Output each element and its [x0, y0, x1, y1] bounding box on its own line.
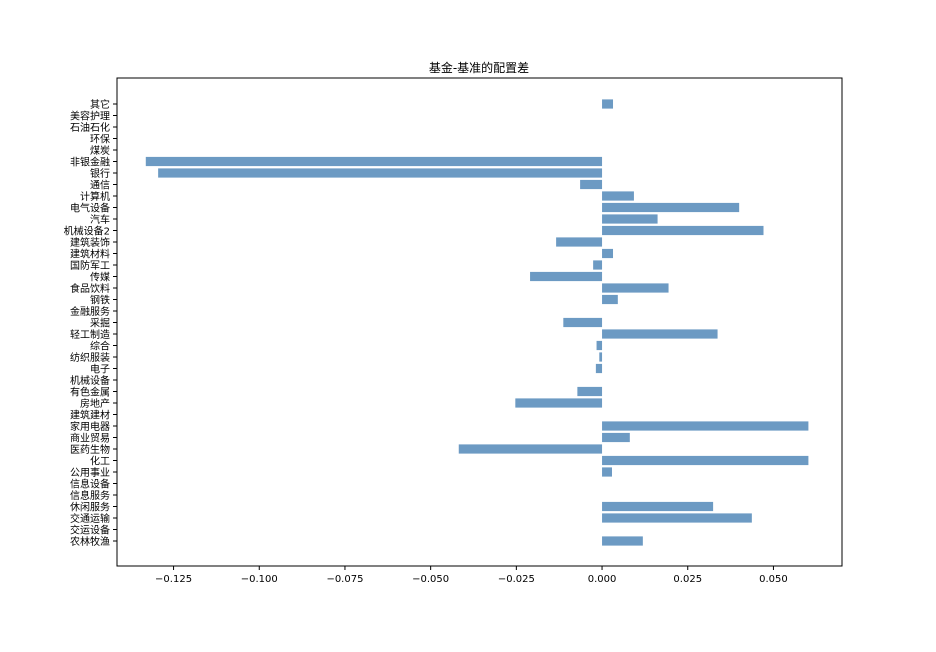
y-tick-label: 银行 — [90, 167, 110, 180]
y-tick-label: 石油石化 — [70, 121, 110, 134]
bar-9 — [602, 432, 630, 443]
x-tick-label: −0.075 — [326, 574, 363, 585]
bar-0 — [602, 536, 643, 546]
bar-23 — [530, 271, 603, 282]
y-tick-label: 商业贸易 — [70, 432, 110, 445]
bar-13 — [577, 386, 603, 397]
y-tick-label: 汽车 — [90, 213, 110, 226]
bar-24 — [593, 260, 603, 270]
bar-6 — [602, 467, 612, 477]
y-tick-label: 国防军工 — [70, 259, 110, 272]
x-tick-label: −0.025 — [498, 574, 535, 585]
y-tick-label: 传媒 — [90, 272, 110, 284]
y-tick-label: 轻工制造 — [70, 328, 110, 341]
bar-38 — [602, 99, 614, 109]
bar-22 — [602, 283, 669, 293]
y-tick-label: 电子 — [90, 363, 110, 376]
y-tick-label: 钢铁 — [90, 294, 110, 307]
y-tick-label: 美容护理 — [70, 110, 110, 123]
y-tick-label: 休闲服务 — [70, 501, 110, 514]
y-tick-label: 建筑建材 — [70, 409, 110, 422]
bar-30 — [602, 191, 634, 201]
y-tick-label: 化工 — [90, 455, 110, 468]
y-tick-label: 计算机 — [80, 190, 110, 203]
bar-18 — [602, 329, 718, 339]
bar-19 — [563, 317, 603, 328]
bar-27 — [602, 225, 764, 236]
bar-8 — [458, 444, 603, 454]
bar-17 — [596, 340, 603, 351]
y-tick-label: 有色金属 — [70, 386, 110, 399]
y-tick-label: 食品饮料 — [70, 282, 110, 295]
bar-28 — [602, 214, 658, 224]
x-tick-label: −0.050 — [412, 574, 449, 585]
bars-layer — [145, 99, 809, 546]
y-tick-label: 医药生物 — [70, 443, 110, 456]
y-tick-label: 信息服务 — [70, 489, 110, 502]
y-tick-label: 电气设备 — [70, 202, 110, 215]
y-tick-label: 纺织服装 — [70, 351, 110, 364]
y-tick-label: 非银金融 — [70, 156, 110, 169]
bar-26 — [556, 237, 603, 247]
bar-33 — [145, 156, 603, 167]
plot-frame — [116, 77, 843, 567]
y-tick-label: 通信 — [90, 180, 110, 192]
x-axis: −0.125 −0.100 −0.075 −0.050 −0.025 0.000 0.025… — [155, 566, 788, 585]
y-tick-label: 采掘 — [90, 317, 110, 330]
y-tick-label: 建筑材料 — [70, 248, 110, 261]
x-tick-label: −0.125 — [155, 574, 192, 585]
y-tick-label: 机械设备2 — [64, 225, 110, 238]
y-axis: 农林牧渔交运设备交通运输休闲服务信息服务信息设备公用事业化工医药生物商业贸易家用… — [64, 98, 117, 548]
x-tick-label: 0.000 — [588, 574, 617, 585]
bar-7 — [602, 455, 809, 466]
y-tick-label: 环保 — [90, 133, 110, 146]
bar-2 — [602, 513, 752, 523]
y-tick-label: 综合 — [90, 340, 110, 353]
bar-29 — [602, 202, 740, 213]
y-tick-label: 机械设备 — [70, 374, 110, 387]
chart-title: 基金-基准的配置差 — [429, 60, 529, 75]
bar-10 — [602, 421, 809, 431]
y-tick-label: 金融服务 — [70, 305, 110, 318]
bar-32 — [158, 168, 603, 178]
bar-12 — [515, 398, 603, 408]
x-tick-label: −0.100 — [241, 574, 278, 585]
y-tick-label: 家用电器 — [70, 420, 110, 433]
y-tick-label: 建筑装饰 — [70, 236, 110, 249]
bar-3 — [602, 501, 714, 512]
y-tick-label: 其它 — [90, 98, 110, 111]
bar-21 — [602, 294, 618, 305]
bar-16 — [599, 352, 603, 362]
bar-25 — [602, 248, 614, 259]
bar-15 — [595, 363, 603, 374]
y-tick-label: 交运设备 — [70, 524, 110, 537]
y-tick-label: 煤炭 — [90, 144, 110, 157]
x-tick-label: 0.025 — [673, 574, 702, 585]
y-tick-label: 房地产 — [80, 397, 110, 410]
y-tick-label: 交通运输 — [70, 512, 110, 525]
x-tick-label: 0.050 — [759, 574, 788, 585]
y-tick-label: 公用事业 — [70, 466, 110, 479]
y-tick-label: 农林牧渔 — [70, 535, 110, 548]
bar-31 — [580, 179, 603, 190]
y-tick-label: 信息设备 — [70, 478, 110, 491]
